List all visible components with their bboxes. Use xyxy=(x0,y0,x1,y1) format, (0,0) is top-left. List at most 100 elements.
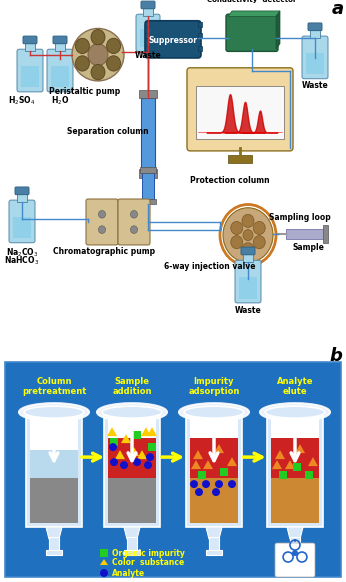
Polygon shape xyxy=(308,457,318,466)
Text: Chromatographic pump: Chromatographic pump xyxy=(53,247,155,256)
FancyBboxPatch shape xyxy=(187,68,293,151)
Text: Waste: Waste xyxy=(135,51,161,61)
Polygon shape xyxy=(272,460,282,469)
Text: Waste: Waste xyxy=(235,306,261,315)
FancyBboxPatch shape xyxy=(141,1,155,9)
Bar xyxy=(143,8,153,16)
Circle shape xyxy=(110,458,118,466)
Text: H$_2$SO$_4$: H$_2$SO$_4$ xyxy=(8,94,36,107)
Circle shape xyxy=(107,56,121,71)
Polygon shape xyxy=(137,450,147,459)
Ellipse shape xyxy=(179,403,249,421)
Bar xyxy=(198,471,206,479)
Bar xyxy=(108,438,156,478)
Ellipse shape xyxy=(19,403,89,421)
Circle shape xyxy=(190,480,198,488)
Ellipse shape xyxy=(102,406,162,418)
Text: Protection column: Protection column xyxy=(190,176,270,185)
Bar xyxy=(100,549,108,557)
Bar xyxy=(108,416,156,523)
FancyBboxPatch shape xyxy=(23,36,37,44)
Polygon shape xyxy=(295,444,305,453)
Text: Na$_2$CO$_3$: Na$_2$CO$_3$ xyxy=(6,246,38,258)
Circle shape xyxy=(202,480,210,488)
Text: Color  substance: Color substance xyxy=(112,558,184,566)
Bar xyxy=(279,471,287,479)
Circle shape xyxy=(292,550,298,556)
Bar xyxy=(13,217,31,239)
FancyBboxPatch shape xyxy=(241,247,255,255)
Circle shape xyxy=(243,230,253,240)
Bar xyxy=(198,46,202,51)
Bar xyxy=(220,468,228,476)
Ellipse shape xyxy=(24,406,84,418)
Bar xyxy=(17,194,27,203)
Circle shape xyxy=(195,488,203,496)
FancyBboxPatch shape xyxy=(15,187,29,194)
Text: Separation column: Separation column xyxy=(67,127,149,136)
Polygon shape xyxy=(46,527,62,539)
Polygon shape xyxy=(214,444,224,453)
Circle shape xyxy=(284,555,292,563)
Ellipse shape xyxy=(97,403,167,421)
Bar xyxy=(30,416,78,523)
Circle shape xyxy=(130,226,137,233)
Text: Sample: Sample xyxy=(292,243,324,252)
Bar xyxy=(25,42,35,51)
FancyBboxPatch shape xyxy=(136,14,160,51)
Polygon shape xyxy=(203,460,213,469)
Text: H$_2$O: H$_2$O xyxy=(51,94,69,107)
FancyBboxPatch shape xyxy=(145,21,201,58)
Bar xyxy=(104,412,160,527)
Circle shape xyxy=(231,221,243,235)
Bar xyxy=(290,537,300,551)
Polygon shape xyxy=(121,434,131,443)
Bar xyxy=(145,46,149,51)
Text: Peristaltic pump: Peristaltic pump xyxy=(49,87,121,97)
Polygon shape xyxy=(285,460,295,469)
Bar xyxy=(141,98,155,169)
Bar xyxy=(140,199,156,204)
Polygon shape xyxy=(115,450,125,459)
Circle shape xyxy=(228,480,236,488)
Text: a: a xyxy=(332,0,344,17)
Circle shape xyxy=(107,38,121,54)
Circle shape xyxy=(215,480,223,488)
Bar xyxy=(140,167,156,173)
Bar xyxy=(142,173,154,199)
Bar xyxy=(190,438,238,478)
Polygon shape xyxy=(141,427,151,436)
Bar xyxy=(140,29,156,47)
Circle shape xyxy=(109,443,117,451)
Circle shape xyxy=(99,226,106,233)
Polygon shape xyxy=(124,527,140,539)
Bar xyxy=(133,431,141,439)
Text: Sampling loop: Sampling loop xyxy=(269,213,331,222)
Text: Suppressor: Suppressor xyxy=(148,36,198,45)
Ellipse shape xyxy=(72,29,124,81)
FancyBboxPatch shape xyxy=(47,49,73,92)
Circle shape xyxy=(130,211,137,218)
Polygon shape xyxy=(228,11,280,16)
FancyBboxPatch shape xyxy=(308,23,322,31)
Polygon shape xyxy=(276,11,280,49)
Bar xyxy=(139,169,157,178)
Circle shape xyxy=(305,547,313,555)
Circle shape xyxy=(223,208,273,262)
Bar xyxy=(305,471,313,479)
Circle shape xyxy=(88,44,108,66)
Text: Sample
addition: Sample addition xyxy=(112,377,152,396)
Bar xyxy=(271,438,319,478)
Bar xyxy=(145,33,149,38)
Bar xyxy=(196,86,284,139)
Circle shape xyxy=(99,211,106,218)
Polygon shape xyxy=(107,427,117,436)
Text: NaHCO$_3$: NaHCO$_3$ xyxy=(4,255,39,267)
Bar xyxy=(49,537,59,551)
Text: Organic impurity: Organic impurity xyxy=(112,548,185,558)
Text: 6-way injection valve: 6-way injection valve xyxy=(164,262,256,271)
Bar xyxy=(206,550,222,555)
Bar xyxy=(190,478,238,523)
Circle shape xyxy=(100,569,108,577)
Circle shape xyxy=(133,458,141,466)
